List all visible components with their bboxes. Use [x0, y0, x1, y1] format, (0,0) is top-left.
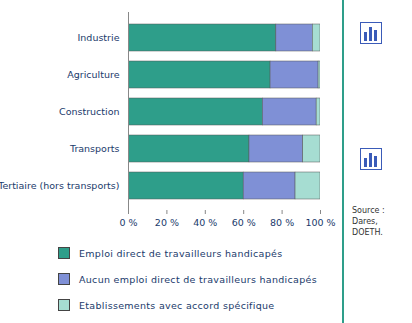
svg-text:80 %: 80 %	[270, 217, 294, 228]
svg-text:Tertiaire (hors transports): Tertiaire (hors transports)	[0, 180, 120, 191]
svg-text:Industrie: Industrie	[78, 32, 120, 43]
svg-text:Agriculture: Agriculture	[67, 69, 119, 80]
svg-text:100 %: 100 %	[305, 217, 335, 228]
svg-text:Construction: Construction	[59, 106, 120, 117]
svg-text:40 %: 40 %	[193, 217, 217, 228]
html-text:Etablissements avec accord spé: Etablissements avec accord spécifique	[79, 299, 275, 311]
html-text:Source : Dares, DOETH.: Source : Dares, DOETH.	[352, 206, 385, 237]
html-text:Aucun emploi direct de travail: Aucun emploi direct de travailleurs hand…	[79, 273, 317, 285]
svg-text:20 %: 20 %	[155, 217, 179, 228]
svg-text:Transports: Transports	[69, 143, 120, 154]
svg-text:0 %: 0 %	[119, 217, 137, 228]
html-text:Emploi direct de travailleurs: Emploi direct de travailleurs handicapés	[79, 247, 283, 259]
svg-text:60 %: 60 %	[232, 217, 256, 228]
